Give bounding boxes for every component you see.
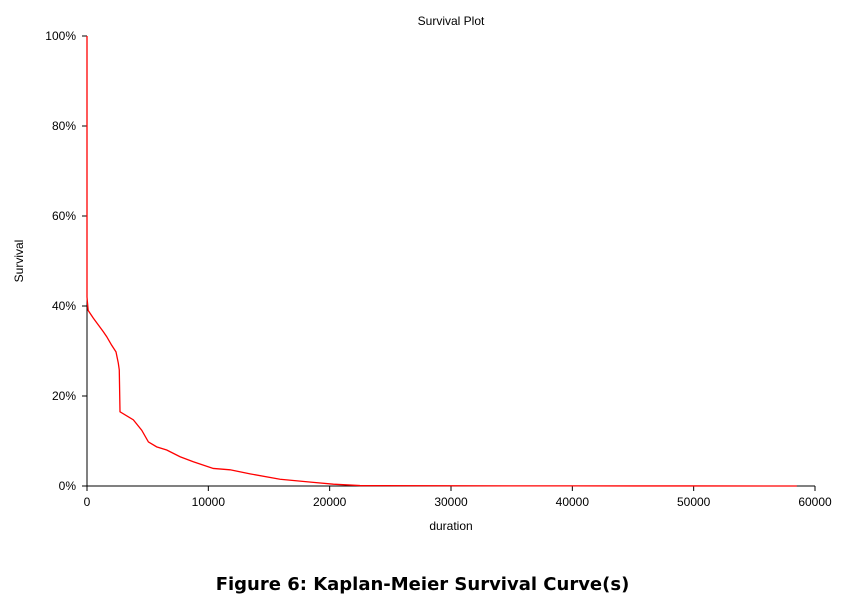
chart-title: Survival Plot [418, 14, 485, 28]
x-tick-label: 30000 [434, 495, 468, 509]
y-tick-label: 0% [59, 479, 77, 493]
x-tick-label: 20000 [313, 495, 347, 509]
y-tick-label: 60% [52, 209, 76, 223]
x-axis-label: duration [429, 519, 472, 533]
x-tick-label: 10000 [192, 495, 226, 509]
y-tick-label: 20% [52, 389, 76, 403]
y-tick-label: 80% [52, 119, 76, 133]
figure-caption: Figure 6: Kaplan-Meier Survival Curve(s) [215, 574, 630, 595]
y-tick-label: 100% [45, 29, 76, 43]
x-tick-label: 60000 [798, 495, 832, 509]
x-tick-label: 0 [84, 495, 91, 509]
x-tick-label: 40000 [556, 495, 590, 509]
y-tick-label: 40% [52, 299, 76, 313]
x-tick-label: 50000 [677, 495, 711, 509]
survival-curve [86, 36, 797, 487]
y-axis-label: Survival [12, 240, 26, 283]
